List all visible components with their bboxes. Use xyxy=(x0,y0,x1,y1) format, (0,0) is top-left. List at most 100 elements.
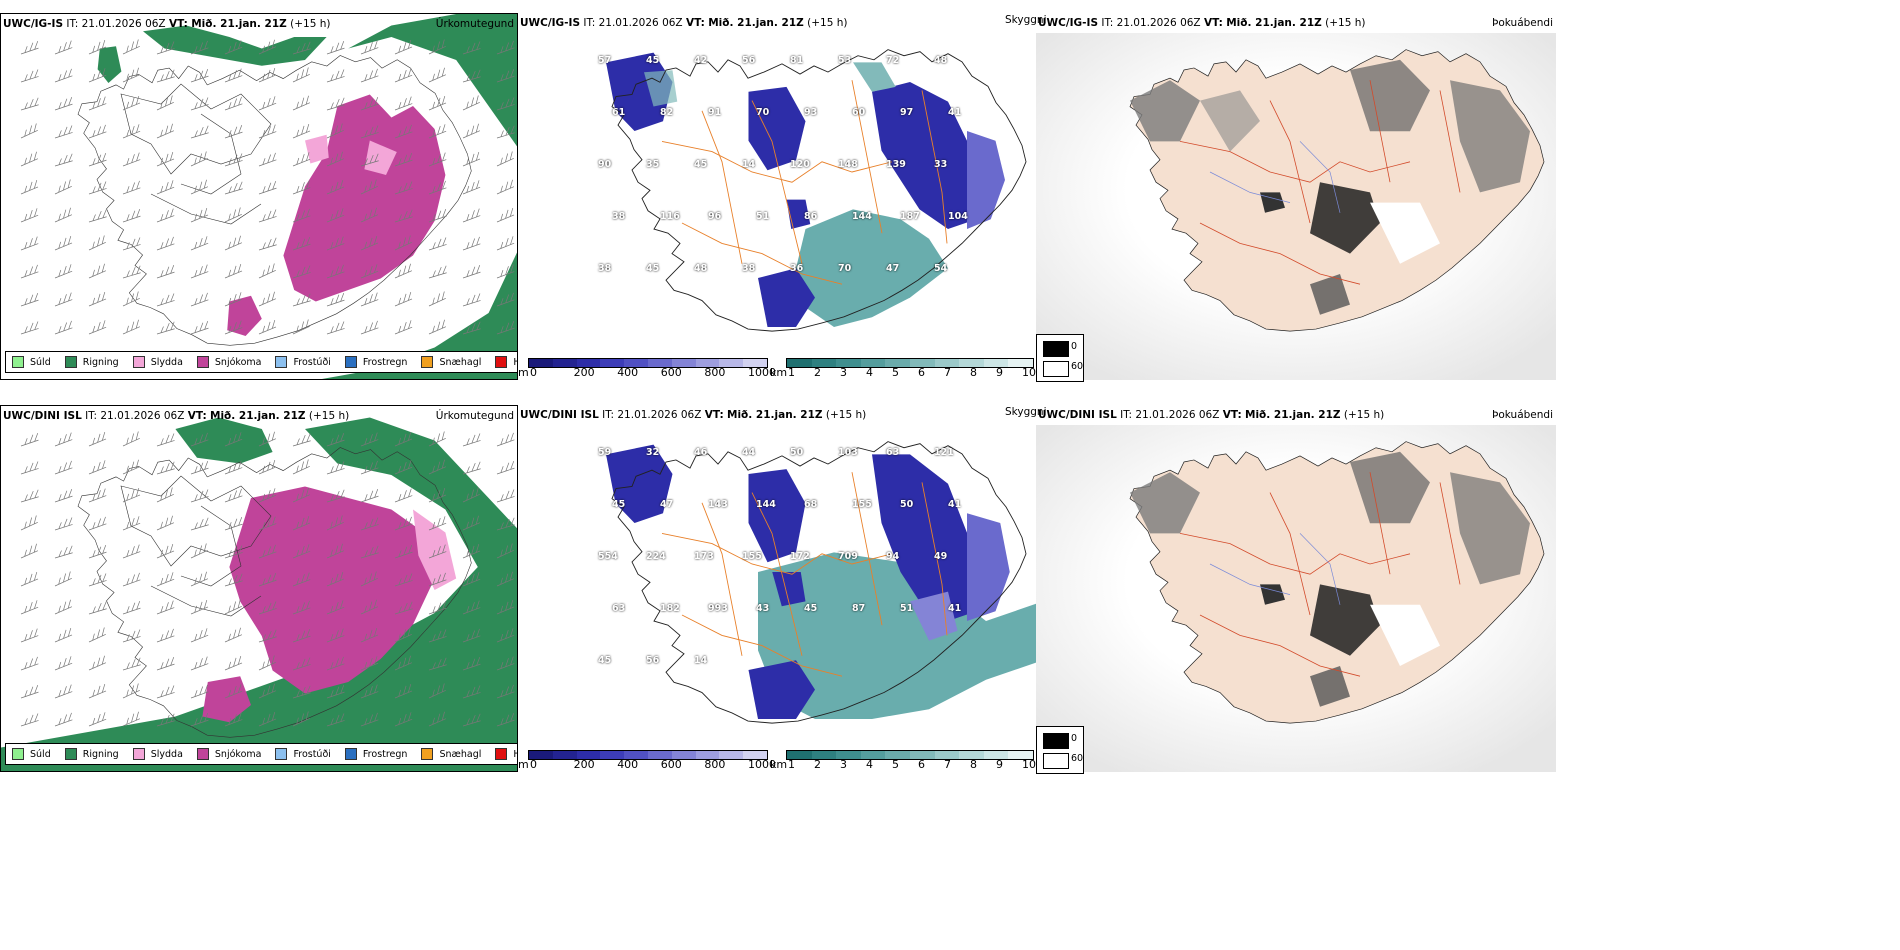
cloud-base-value: 53 xyxy=(838,55,852,66)
wind-barb xyxy=(360,153,379,167)
precip-map xyxy=(20,14,517,379)
colorbar-segment xyxy=(647,751,672,759)
wind-barb xyxy=(428,544,447,559)
wind-barb xyxy=(394,545,413,559)
wind-barb xyxy=(156,151,175,167)
wind-barb xyxy=(496,151,514,167)
wind-barb xyxy=(224,573,243,587)
wind-barb xyxy=(258,683,277,699)
cloud-base-value: 187 xyxy=(900,211,920,222)
wind-barb xyxy=(54,68,73,83)
wind-barb xyxy=(54,517,73,531)
wind-barb xyxy=(122,95,141,111)
wind-barb xyxy=(20,41,39,55)
wind-barb xyxy=(156,628,175,643)
wind-barb xyxy=(20,151,39,167)
legend-item: Snjókoma xyxy=(196,748,261,760)
wind-barb xyxy=(496,179,515,195)
wind-barb xyxy=(292,629,311,643)
wind-barb xyxy=(496,543,514,559)
wind-barb xyxy=(190,151,208,167)
colorbar-segment xyxy=(529,359,553,367)
wind-barb xyxy=(462,123,481,139)
legend-item: Rigning xyxy=(64,356,119,368)
legend-label: Snæhagl xyxy=(439,356,482,368)
cloud-base-value: 47 xyxy=(886,263,900,274)
wind-barb xyxy=(326,543,345,559)
product-title: Skyggni xyxy=(1005,14,1047,26)
wind-barb xyxy=(156,572,175,587)
wind-barb xyxy=(462,180,481,195)
legend-item: Haglél xyxy=(495,748,517,760)
colorbar-segment xyxy=(860,359,886,367)
wind-barb xyxy=(122,67,141,83)
cloud-base-value: 144 xyxy=(756,499,776,510)
colorbar-segment xyxy=(787,751,812,759)
wind-barb xyxy=(360,292,379,307)
wind-barb xyxy=(292,95,311,111)
wind-barb xyxy=(224,627,243,643)
cloud-base-value: 81 xyxy=(790,55,804,66)
wind-barb xyxy=(326,69,345,83)
wind-barb xyxy=(88,209,107,223)
wind-barb xyxy=(428,629,447,643)
wind-barb xyxy=(224,96,243,111)
wind-barb xyxy=(292,41,311,55)
cloud-base-value: 91 xyxy=(708,107,722,118)
wind-barb xyxy=(428,291,446,307)
wind-barb xyxy=(258,263,276,279)
panel-title: UWC/IG-IS IT: 21.01.2026 06Z VT: Mið. 21… xyxy=(520,17,848,29)
legend-swatch xyxy=(495,356,508,368)
wind-barb xyxy=(394,39,413,55)
wind-barb xyxy=(122,180,141,195)
legend-label: Frostregn xyxy=(362,356,408,368)
colorbar-segment xyxy=(983,359,1009,367)
wind-barb xyxy=(360,68,379,83)
wind-barb xyxy=(326,123,344,139)
wind-barb xyxy=(88,516,107,531)
cloud-base-value: 56 xyxy=(646,655,660,666)
wind-barb xyxy=(258,655,276,671)
cloud-base-value: 41 xyxy=(948,107,962,118)
wind-barb xyxy=(190,179,209,195)
wind-barb xyxy=(54,432,73,447)
fog-map xyxy=(1036,425,1556,772)
colorbar-tick-label: 9 xyxy=(996,758,1003,771)
wind-barb xyxy=(326,628,345,643)
product-title: Úrkomutegund xyxy=(435,18,514,30)
legend-swatch xyxy=(196,748,209,760)
cloud-base-value: 104 xyxy=(948,211,968,222)
wind-barb xyxy=(224,488,243,503)
cloud-base-value: 144 xyxy=(852,211,872,222)
wind-barb xyxy=(190,656,209,671)
wind-barb xyxy=(156,321,175,335)
wind-barb xyxy=(258,544,277,559)
legend-label: Frostúði xyxy=(293,748,331,760)
wind-barb xyxy=(428,152,447,167)
wind-barb xyxy=(122,39,140,55)
wind-barb xyxy=(190,264,209,279)
wind-barb xyxy=(20,685,39,699)
cloud-base-value: 173 xyxy=(694,551,714,562)
wind-barb xyxy=(224,235,243,251)
wind-barb xyxy=(190,321,209,335)
wind-barb xyxy=(292,237,311,251)
legend-label: Súld xyxy=(30,356,51,368)
legend-swatch xyxy=(12,356,24,368)
cloud-map xyxy=(606,49,1027,332)
cloud-base-value: 82 xyxy=(660,107,674,118)
wind-barb xyxy=(122,572,141,587)
legend-item: Frostregn xyxy=(344,356,408,368)
wind-barb xyxy=(122,516,141,531)
wind-barb xyxy=(292,515,311,531)
wind-barb xyxy=(394,153,413,167)
legend-label: Snæhagl xyxy=(439,748,482,760)
wind-barb xyxy=(190,207,209,223)
colorbar-tick-label: 10 xyxy=(1022,758,1036,771)
wind-barb xyxy=(54,264,73,279)
wind-barb xyxy=(462,433,481,447)
cloud-base-value: 51 xyxy=(900,603,914,614)
wind-barb xyxy=(394,68,413,83)
wind-barb xyxy=(360,627,379,643)
wind-barb xyxy=(224,320,243,335)
